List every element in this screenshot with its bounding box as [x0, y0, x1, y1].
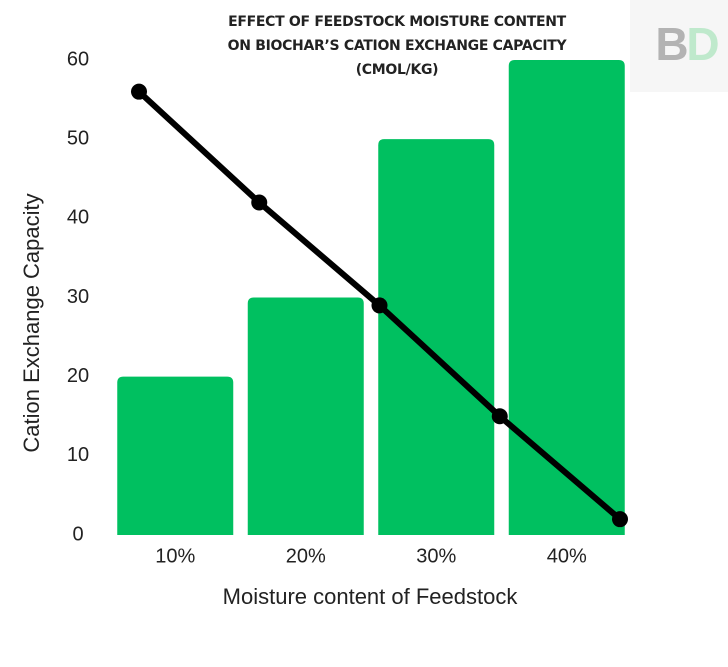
y-tick-label: 20: [67, 365, 89, 387]
logo-letter: B: [655, 18, 688, 70]
y-tick-label: 40: [67, 207, 89, 229]
y-axis-label: Cation Exchange Capacity: [19, 193, 44, 452]
line-point: [491, 408, 508, 425]
chart-title: EFFECT OF FEEDSTOCK MOISTURE CONTENT: [228, 14, 567, 30]
x-tick-label: 20%: [286, 545, 326, 567]
y-tick-label: 50: [67, 127, 89, 149]
line-point: [371, 297, 388, 314]
y-tick-label: 0: [72, 523, 83, 545]
chart-title: (CMOL/KG): [356, 62, 439, 78]
line-point: [131, 83, 147, 100]
y-tick-label: 30: [67, 286, 89, 308]
x-tick-label: 40%: [547, 545, 587, 567]
line-point: [251, 194, 268, 211]
y-tick-label: 60: [67, 48, 89, 70]
x-axis-label: Moisture content of Feedstock: [223, 584, 519, 609]
logo-box: [630, 0, 728, 92]
logo-letter: D: [686, 18, 719, 70]
x-tick-label: 30%: [416, 545, 456, 567]
line-point: [612, 511, 628, 528]
bar: [247, 297, 364, 535]
chart-title: ON BIOCHAR’S CATION EXCHANGE CAPACITY: [228, 38, 568, 54]
bar: [508, 60, 625, 535]
bar: [378, 139, 495, 535]
y-tick-label: 10: [67, 444, 89, 466]
x-tick-label: 10%: [155, 545, 195, 567]
bar: [117, 376, 234, 535]
